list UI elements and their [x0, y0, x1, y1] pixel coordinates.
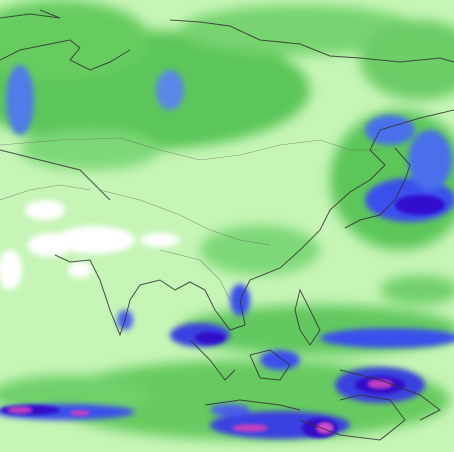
borders [0, 137, 380, 301]
dry-area [0, 200, 180, 290]
coastlines [0, 9, 454, 441]
